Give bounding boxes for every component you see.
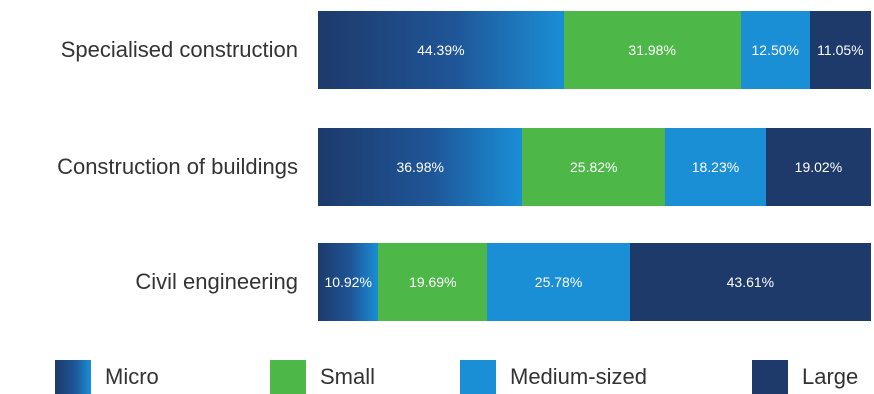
legend-label: Large xyxy=(802,364,859,389)
legend-swatch xyxy=(55,360,91,394)
legend-swatch xyxy=(752,360,788,394)
bar-segment-micro: 44.39% xyxy=(318,11,564,89)
bar-segment-large: 11.05% xyxy=(809,11,871,89)
category-label: Construction of buildings xyxy=(57,154,298,179)
data-label: 19.69% xyxy=(409,274,457,290)
bar-segment-large: 19.02% xyxy=(765,128,871,206)
legend: Micro Small Medium-sized Large xyxy=(0,355,874,394)
bar-segment-micro: 10.92% xyxy=(318,243,379,321)
legend-label: Small xyxy=(320,364,376,389)
data-label: 10.92% xyxy=(324,274,372,290)
legend-swatch xyxy=(270,360,306,394)
legend-label: Micro xyxy=(105,364,159,389)
data-label: 25.78% xyxy=(534,274,583,290)
data-label: 44.39% xyxy=(417,42,465,58)
bar-segment-medium-sized: 12.50% xyxy=(740,11,810,89)
bar-segment-medium-sized: 18.23% xyxy=(665,128,766,206)
data-label: 19.02% xyxy=(794,159,843,175)
data-label: 11.05% xyxy=(817,42,864,58)
bar-segment-medium-sized: 25.78% xyxy=(487,243,630,321)
bar-row: 10.92% 19.69% 25.78% 43.61% xyxy=(318,243,871,321)
bar-row: 36.98% 25.82% 18.23% 19.02% xyxy=(318,128,871,206)
bar-segment-large: 43.61% xyxy=(629,243,871,321)
legend-item: Large xyxy=(752,360,858,394)
legend-item: Small xyxy=(270,360,375,394)
bar-segment-small: 31.98% xyxy=(563,11,741,89)
data-label: 31.98% xyxy=(628,42,676,58)
bar-row: 44.39% 31.98% 12.50% 11.05% xyxy=(318,11,871,89)
data-label: 43.61% xyxy=(726,274,775,290)
data-label: 12.50% xyxy=(751,42,799,58)
legend-item: Micro xyxy=(55,360,159,394)
legend-label: Medium-sized xyxy=(510,364,647,389)
bar-segment-micro: 36.98% xyxy=(318,128,523,206)
data-label: 25.82% xyxy=(570,159,618,175)
data-label: 36.98% xyxy=(396,159,444,175)
bar-segment-small: 25.82% xyxy=(522,128,666,206)
legend-swatch xyxy=(460,360,496,394)
legend-item: Medium-sized xyxy=(460,360,647,394)
data-label: 18.23% xyxy=(691,159,740,175)
bar-segment-small: 19.69% xyxy=(378,243,488,321)
category-label: Specialised construction xyxy=(60,37,298,62)
category-label: Civil engineering xyxy=(135,269,298,294)
